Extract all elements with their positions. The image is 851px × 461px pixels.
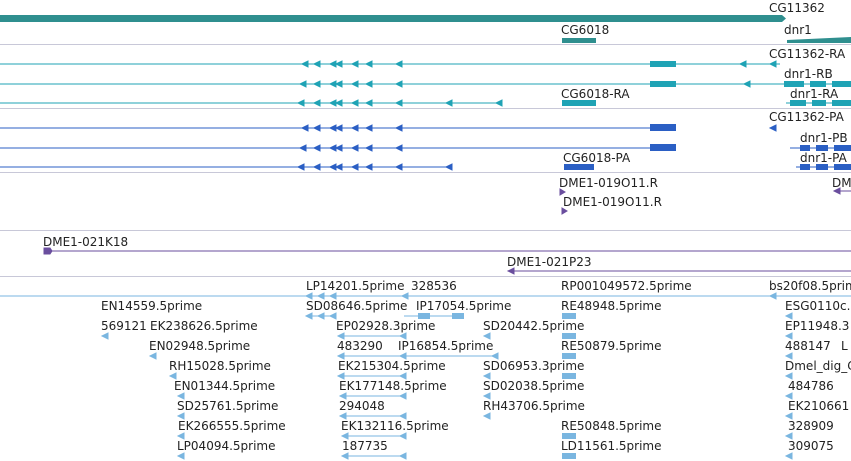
- est-label: RE48948.5prime: [561, 299, 662, 313]
- contig-track: [43, 187, 851, 275]
- transcript-dnr1-rb[interactable]: [0, 80, 851, 88]
- gene-dnr1-bar[interactable]: [787, 37, 851, 43]
- protein-cg6018-pa[interactable]: [0, 163, 594, 171]
- est-label: EK210661: [788, 399, 850, 413]
- est-label: SD08646.5prime: [306, 299, 408, 313]
- est-label: 488147: [785, 339, 831, 353]
- est-label: ESG0110c.E: [785, 299, 851, 313]
- est-label: RE50879.5prime: [561, 339, 662, 353]
- gene-track: [0, 15, 851, 43]
- est-label: EK177148.5prime: [339, 379, 447, 393]
- transcript-cg11362-ra[interactable]: [0, 60, 780, 68]
- est-label: RH15028.5prime: [169, 359, 271, 373]
- est-row-9[interactable]: [176, 452, 793, 460]
- est-label: EK238626.5prime: [150, 319, 258, 333]
- est-label: 328536: [411, 279, 457, 293]
- est-label: EN14559.5prime: [101, 299, 203, 313]
- est-label: bs20f08.5prime: [769, 279, 851, 293]
- est-label: 483290: [337, 339, 383, 353]
- gene-cg6018-bar[interactable]: [562, 38, 596, 43]
- est-row-4[interactable]: [148, 352, 793, 360]
- est-label: IP16854.5prime: [398, 339, 494, 353]
- contig-021k18-end[interactable]: [43, 247, 53, 255]
- est-row-2[interactable]: [304, 312, 793, 320]
- est-marker[interactable]: [400, 292, 409, 300]
- protein-label: dnr1-PB: [800, 131, 848, 145]
- contig-dm-arrow[interactable]: [832, 187, 841, 195]
- contig-021p23-arrow[interactable]: [506, 267, 515, 275]
- est-label: SD06953.3prime: [483, 359, 585, 373]
- est-label: Dmel_dig_C: [785, 359, 851, 373]
- gene-cg11362-bar[interactable]: [0, 15, 770, 22]
- track-separator: [0, 172, 851, 173]
- protein-dnr1-pa[interactable]: [796, 164, 851, 170]
- contig-label: DME1-021P23: [507, 255, 592, 269]
- est-label: EP02928.3prime: [336, 319, 436, 333]
- est-marker[interactable]: [316, 292, 325, 300]
- est-label: RH43706.5prime: [483, 399, 585, 413]
- transcripts-cyan-track: [0, 60, 851, 107]
- est-row-5[interactable]: [168, 372, 793, 380]
- est-row-7[interactable]: [176, 412, 793, 420]
- track-separator: [0, 108, 851, 109]
- est-label: EP11948.3: [785, 319, 850, 333]
- est-row-6[interactable]: [176, 392, 793, 400]
- est-label: EN01344.5prime: [174, 379, 276, 393]
- est-label: L: [841, 339, 848, 353]
- track-separator: [0, 44, 851, 45]
- est-label: SD25761.5prime: [177, 399, 279, 413]
- est-label: 569121: [101, 319, 147, 333]
- contig-marker[interactable]: [561, 207, 568, 215]
- est-row-8[interactable]: [176, 432, 793, 440]
- transcript-label: CG6018-RA: [561, 87, 630, 101]
- protein-label: dnr1-PA: [800, 151, 847, 165]
- protein-cg11362-pa[interactable]: [0, 124, 777, 132]
- est-marker[interactable]: [304, 292, 313, 300]
- contig-label: DME1-021K18: [43, 235, 129, 249]
- est-track: [0, 292, 851, 460]
- est-label: EN02948.5prime: [149, 339, 251, 353]
- contig-label: DME1-019O11.R: [559, 176, 658, 190]
- transcript-label: dnr1-RB: [784, 67, 833, 81]
- transcript-label: CG11362-RA: [769, 47, 846, 61]
- est-label: RP001049572.5prime: [561, 279, 692, 293]
- est-label: 294048: [339, 399, 385, 413]
- gene-label: CG11362: [769, 1, 825, 15]
- est-label: LP14201.5prime: [306, 279, 405, 293]
- transcript-dnr1-ra[interactable]: [786, 100, 851, 106]
- est-label: 484786: [788, 379, 834, 393]
- gene-label: CG6018: [561, 23, 610, 37]
- est-label: 187735: [342, 439, 388, 453]
- transcript-cg6018-ra[interactable]: [0, 99, 596, 107]
- est-label: 309075: [788, 439, 834, 453]
- est-label: RE50848.5prime: [561, 419, 662, 433]
- est-label: EK266555.5prime: [178, 419, 286, 433]
- contig-marker[interactable]: [559, 188, 566, 196]
- gene-label: dnr1: [784, 23, 812, 37]
- est-label: LP04094.5prime: [177, 439, 276, 453]
- est-label: LD11561.5prime: [561, 439, 662, 453]
- est-marker[interactable]: [768, 292, 777, 300]
- contig-label: DME1-019O11.R: [563, 195, 662, 209]
- est-row-3[interactable]: [100, 332, 793, 340]
- est-marker[interactable]: [328, 292, 337, 300]
- est-label: EK132116.5prime: [341, 419, 449, 433]
- track-separator: [0, 230, 851, 231]
- protein-label: CG11362-PA: [769, 110, 844, 124]
- contig-label: DM: [832, 176, 851, 190]
- transcript-label: dnr1-RA: [790, 87, 839, 101]
- transcripts-blue-track: [0, 124, 851, 171]
- protein-dnr1-pb[interactable]: [0, 144, 851, 152]
- est-label: SD20442.5prime: [483, 319, 585, 333]
- protein-label: CG6018-PA: [563, 151, 631, 165]
- est-label: EK215304.5prime: [338, 359, 446, 373]
- track-separator: [0, 276, 851, 277]
- est-label: SD02038.5prime: [483, 379, 585, 393]
- est-label: 328909: [788, 419, 834, 433]
- est-label: IP17054.5prime: [416, 299, 512, 313]
- gene-cg11362-arrow[interactable]: [768, 15, 786, 22]
